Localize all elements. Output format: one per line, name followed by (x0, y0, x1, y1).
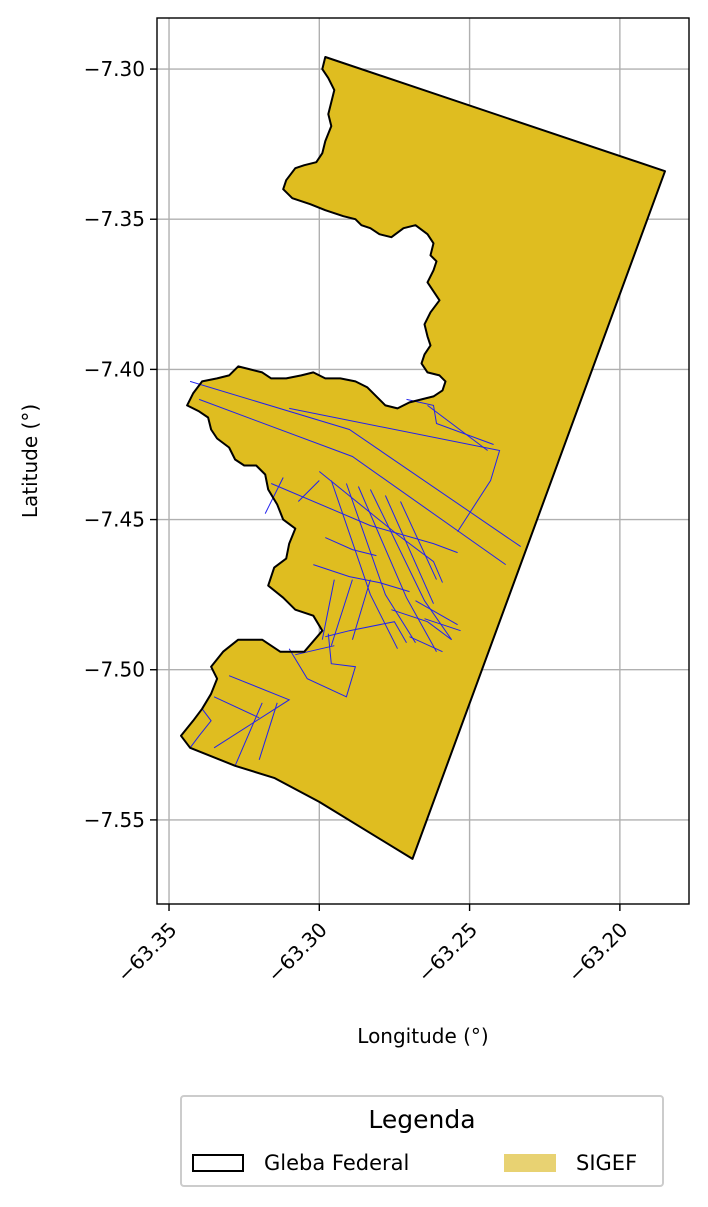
sigef-parcel-edge (295, 645, 335, 656)
sigef-parcel-edge (213, 675, 291, 749)
legend-title: Legenda (368, 1105, 476, 1134)
sigef-parcel-edge (189, 708, 212, 749)
sigef-parcel-edge (264, 477, 284, 514)
sigef-parcel-edge (213, 696, 260, 719)
y-tick-label: −7.30 (84, 57, 145, 81)
sigef-parcel-edge (330, 480, 398, 649)
sigef-parcel-edge (271, 483, 458, 554)
sigef-parcel-edge (321, 579, 335, 640)
y-tick-label: −7.40 (84, 357, 145, 381)
x-axis-label: Longitude (°) (357, 1024, 488, 1048)
sigef-parcel-edge (415, 600, 458, 626)
sigef-parcel-edge (357, 486, 437, 652)
sigef-parcel-edge (325, 537, 377, 557)
y-axis-label: Latitude (°) (18, 404, 42, 518)
sigef-parcel-edge (288, 633, 357, 698)
legend-item-sigef: SIGEF (504, 1149, 637, 1177)
sigef-parcel-edge (198, 398, 506, 566)
sigef-area (181, 57, 665, 859)
sigef-parcel-edge (234, 702, 263, 766)
sigef-parcel-edge (313, 564, 410, 593)
sigef-parcel-boundaries (189, 380, 521, 766)
sigef-parcel-edge (258, 702, 278, 760)
legend-item-gleba-federal: Gleba Federal (192, 1149, 409, 1177)
sigef-parcel-edge (424, 618, 461, 632)
y-tick-label: −7.45 (84, 508, 145, 532)
sigef-parcel-edge (384, 495, 434, 604)
y-tick-label: −7.50 (84, 658, 145, 682)
sigef-parcel-edge (400, 501, 437, 580)
y-tick-label: −7.35 (84, 207, 145, 231)
gleba-federal-swatch (192, 1154, 244, 1172)
legend-label-sigef: SIGEF (576, 1151, 638, 1175)
sigef-parcel-edge (409, 636, 443, 653)
sigef-parcel-edge (345, 483, 416, 643)
sigef-parcel-edge (189, 380, 521, 548)
sigef-parcel-edge (427, 405, 488, 451)
plot-frame (156, 17, 690, 905)
sigef-swatch (504, 1154, 556, 1172)
sigef-parcel-edge (391, 609, 452, 641)
sigef-parcel-edge (318, 471, 443, 583)
sigef-parcel-edge (297, 480, 320, 502)
gleba-federal-outline (180, 56, 666, 860)
legend-label-gleba-federal: Gleba Federal (264, 1151, 410, 1175)
y-tick-label: −7.55 (84, 808, 145, 832)
legend: Legenda Gleba Federal SIGEF (180, 1095, 664, 1187)
sigef-parcel-edge (325, 621, 407, 643)
sigef-parcel-edge (369, 489, 453, 640)
sigef-parcel-edge (289, 407, 501, 532)
